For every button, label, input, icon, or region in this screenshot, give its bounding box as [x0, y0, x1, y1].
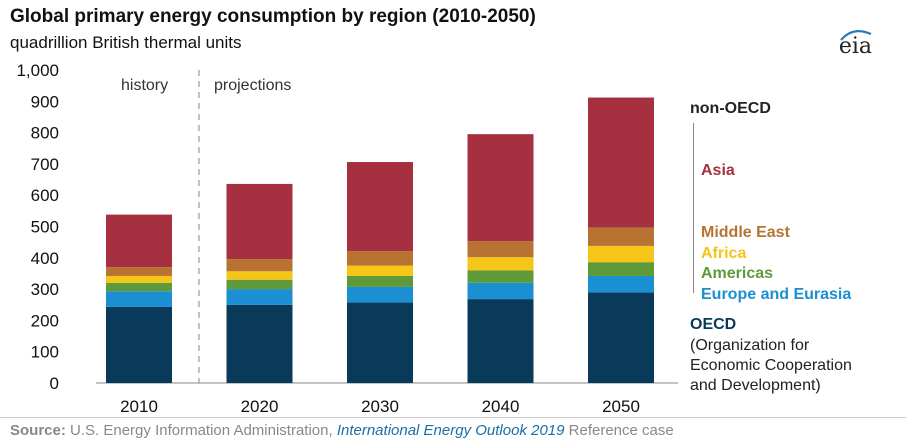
bar-segment-europe_eurasia-2030 — [347, 286, 413, 303]
bar-segment-americas-2050 — [588, 262, 654, 276]
bar-segment-asia-2020 — [226, 183, 293, 260]
bar-segment-oecd-2050 — [588, 292, 654, 383]
source-text-3: Reference case — [568, 422, 674, 439]
x-tick-label: 2050 — [602, 397, 640, 416]
y-tick-label: 1,000 — [16, 61, 59, 80]
bar-segment-asia-2030 — [347, 162, 413, 252]
legend-europe-eurasia: Europe and Eurasia — [701, 286, 852, 303]
bar-segment-asia-2040 — [467, 134, 534, 242]
x-tick-label: 2040 — [482, 397, 520, 416]
bar-segment-europe_eurasia-2010 — [106, 291, 172, 307]
legend-asia: Asia — [701, 162, 735, 179]
y-tick-label: 600 — [31, 186, 59, 205]
y-tick-label: 0 — [50, 374, 59, 393]
bar-segment-americas-2040 — [467, 270, 534, 283]
legend-africa: Africa — [701, 245, 747, 262]
bar-segment-europe_eurasia-2040 — [467, 282, 534, 300]
bar-segment-africa-2020 — [226, 271, 293, 280]
legend-non-oecd: non-OECD — [690, 100, 771, 117]
y-tick-label: 700 — [31, 155, 59, 174]
y-axis-ticks: 0 100 200 300 400 500 600 700 800 900 1,000 — [16, 61, 59, 393]
bar-segment-oecd-2010 — [106, 306, 172, 383]
bar-segment-middle_east-2020 — [226, 259, 293, 272]
bar-segment-middle_east-2050 — [588, 227, 654, 246]
y-tick-label: 300 — [31, 280, 59, 299]
bar-segment-africa-2040 — [467, 257, 534, 271]
non-oecd-bracket — [693, 123, 694, 293]
legend-middle-east: Middle East — [701, 224, 790, 241]
source-note: Source: U.S. Energy Information Administ… — [10, 422, 674, 439]
bar-segment-americas-2010 — [106, 282, 172, 292]
chart-title: Global primary energy consumption by reg… — [10, 6, 536, 27]
bar-segment-asia-2010 — [106, 214, 172, 268]
projections-annotation: projections — [214, 77, 291, 94]
legend-oecd-desc-1: (Organization for — [690, 337, 810, 354]
y-tick-label: 900 — [31, 92, 59, 111]
x-axis-ticks: 2010 2020 2030 2040 2050 — [120, 397, 640, 416]
eia-logo-swoosh-icon — [839, 29, 872, 41]
bar-segment-europe_eurasia-2050 — [588, 275, 654, 293]
legend-oecd-desc-2: Economic Cooperation — [690, 357, 852, 374]
bar-segment-oecd-2040 — [467, 299, 534, 383]
y-tick-label: 500 — [31, 218, 59, 237]
history-annotation: history — [121, 77, 168, 94]
y-tick-label: 800 — [31, 124, 59, 143]
y-tick-label: 100 — [31, 343, 59, 362]
bar-segment-oecd-2030 — [347, 302, 413, 383]
y-tick-label: 200 — [31, 311, 59, 330]
y-tick-label: 400 — [31, 249, 59, 268]
source-label: Source: — [10, 422, 66, 439]
bar-segment-asia-2050 — [588, 97, 654, 228]
chart-subtitle: quadrillion British thermal units — [10, 33, 242, 52]
bar-segment-middle_east-2010 — [106, 267, 172, 276]
x-tick-label: 2020 — [241, 397, 279, 416]
bar-segment-middle_east-2030 — [347, 251, 413, 266]
source-link[interactable]: International Energy Outlook 2019 — [336, 422, 565, 439]
legend-americas: Americas — [701, 265, 774, 282]
eia-logo-text: eia — [838, 34, 872, 59]
chart-bars — [106, 97, 654, 383]
eia-logo: eia — [838, 29, 872, 59]
source-text-1: U.S. Energy Information Administration, — [70, 422, 333, 439]
bar-segment-oecd-2020 — [226, 304, 293, 383]
x-tick-label: 2010 — [120, 397, 158, 416]
footer-divider — [0, 417, 906, 418]
bar-segment-americas-2030 — [347, 275, 413, 287]
bar-segment-africa-2030 — [347, 265, 413, 276]
legend-oecd: OECD — [690, 316, 737, 333]
legend-oecd-desc-3: and Development) — [690, 377, 821, 394]
bar-segment-middle_east-2040 — [467, 241, 534, 258]
x-tick-label: 2030 — [361, 397, 399, 416]
bar-segment-europe_eurasia-2020 — [226, 289, 293, 305]
bar-segment-africa-2050 — [588, 245, 654, 263]
bar-segment-americas-2020 — [226, 279, 293, 290]
bar-segment-africa-2010 — [106, 275, 172, 283]
